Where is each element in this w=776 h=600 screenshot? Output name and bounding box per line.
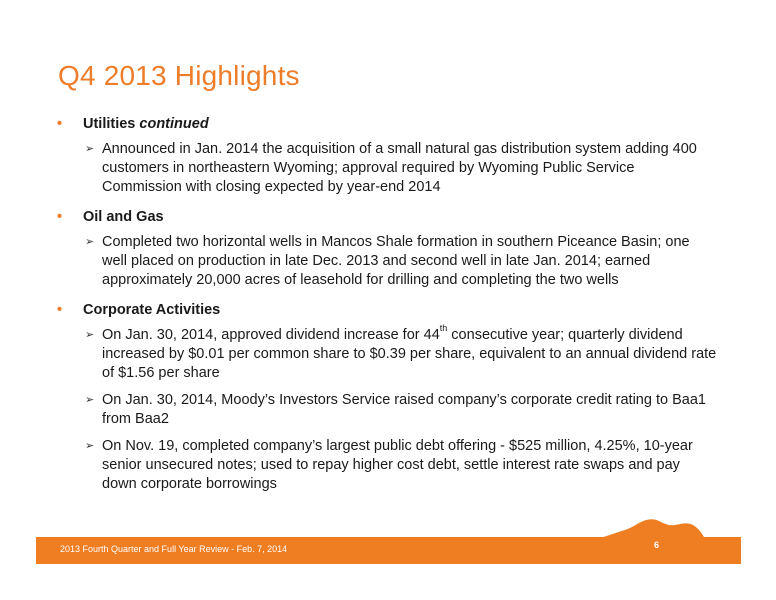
list-item-text: On Jan. 30, 2014, approved dividend incr… [102, 327, 440, 343]
list-item: ➢ Completed two horizontal wells in Manc… [57, 233, 717, 290]
arrow-bullet-icon: ➢ [85, 440, 95, 452]
list-item: ➢ On Jan. 30, 2014, approved dividend in… [57, 323, 717, 383]
footer-text: 2013 Fourth Quarter and Full Year Review… [60, 544, 288, 554]
list-item-text: On Jan. 30, 2014, Moody’s Investors Serv… [102, 392, 706, 427]
content-body: • Utilities continued ➢ Announced in Jan… [57, 114, 717, 504]
section-heading-utilities: • Utilities continued [57, 114, 717, 134]
page-number: 6 [653, 540, 659, 550]
section-items: ➢ Announced in Jan. 2014 the acquisition… [57, 140, 717, 197]
list-item: ➢ On Nov. 19, completed company’s larges… [57, 437, 717, 494]
list-item: ➢ On Jan. 30, 2014, Moody’s Investors Se… [57, 391, 717, 429]
arrow-bullet-icon: ➢ [85, 236, 95, 248]
section-heading-text: Oil and Gas [83, 209, 164, 225]
section-heading-text: Corporate Activities [83, 302, 221, 318]
section-items: ➢ Completed two horizontal wells in Manc… [57, 233, 717, 290]
arrow-bullet-icon: ➢ [85, 394, 95, 406]
section-heading-oil-and-gas: • Oil and Gas [57, 207, 717, 227]
list-item: ➢ Announced in Jan. 2014 the acquisition… [57, 140, 717, 197]
list-item-text: Announced in Jan. 2014 the acquisition o… [102, 141, 697, 195]
arrow-bullet-icon: ➢ [85, 143, 95, 155]
list-item-text: Completed two horizontal wells in Mancos… [102, 234, 690, 288]
ordinal-suffix: th [439, 323, 448, 334]
footer-bar: 2013 Fourth Quarter and Full Year Review… [36, 537, 741, 564]
section-heading-text: Utilities [83, 116, 140, 132]
list-item-text: On Nov. 19, completed company’s largest … [102, 438, 693, 492]
bullet-icon: • [57, 116, 63, 132]
bullet-icon: • [57, 209, 63, 225]
section-heading-emphasis: continued [139, 116, 209, 132]
section-items: ➢ On Jan. 30, 2014, approved dividend in… [57, 323, 717, 494]
bullet-icon: • [57, 302, 63, 318]
arrow-bullet-icon: ➢ [85, 329, 95, 341]
page-title: Q4 2013 Highlights [58, 60, 300, 91]
mountain-logo-icon [595, 519, 705, 539]
section-heading-corporate-activities: • Corporate Activities [57, 300, 717, 320]
list-item-text-continued: consecutive year; quarterly dividend inc… [102, 327, 717, 381]
